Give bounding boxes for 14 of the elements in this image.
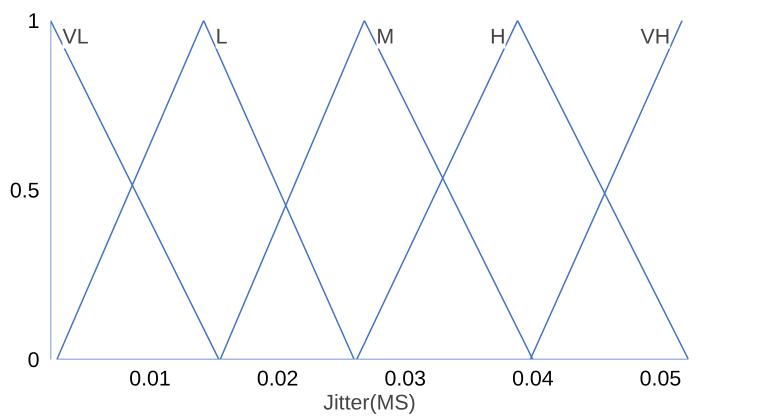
y-tick-label: 1 xyxy=(28,9,40,33)
x-axis-title: Jitter(MS) xyxy=(323,390,416,414)
series-label: H xyxy=(490,24,506,48)
series-label: VL xyxy=(62,24,89,48)
x-tick-label: 0.01 xyxy=(129,366,171,390)
series-label: VH xyxy=(640,24,670,48)
x-tick-label: 0.03 xyxy=(384,366,426,390)
y-tick-label: 0 xyxy=(28,348,40,372)
y-tick-label: 0.5 xyxy=(10,178,40,202)
x-tick-label: 0.04 xyxy=(512,366,554,390)
series-label: L xyxy=(216,24,228,48)
x-tick-label: 0.05 xyxy=(640,366,682,390)
series-label: M xyxy=(376,24,394,48)
x-tick-label: 0.02 xyxy=(256,366,298,390)
